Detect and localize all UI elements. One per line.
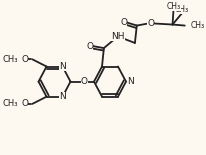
Text: CH₃: CH₃ <box>2 55 18 64</box>
Text: O: O <box>21 99 28 108</box>
Text: CH₃: CH₃ <box>190 21 205 30</box>
Text: CH₃: CH₃ <box>166 2 180 11</box>
Text: O: O <box>147 19 154 28</box>
Text: N: N <box>59 92 66 101</box>
Text: O: O <box>86 42 93 51</box>
Text: O: O <box>21 55 28 64</box>
Text: O: O <box>81 77 88 86</box>
Text: N: N <box>127 77 134 86</box>
Text: O: O <box>120 18 127 27</box>
Text: N: N <box>59 62 66 71</box>
Text: NH: NH <box>111 32 125 41</box>
Text: CH₃: CH₃ <box>175 5 189 14</box>
Text: CH₃: CH₃ <box>2 99 18 108</box>
